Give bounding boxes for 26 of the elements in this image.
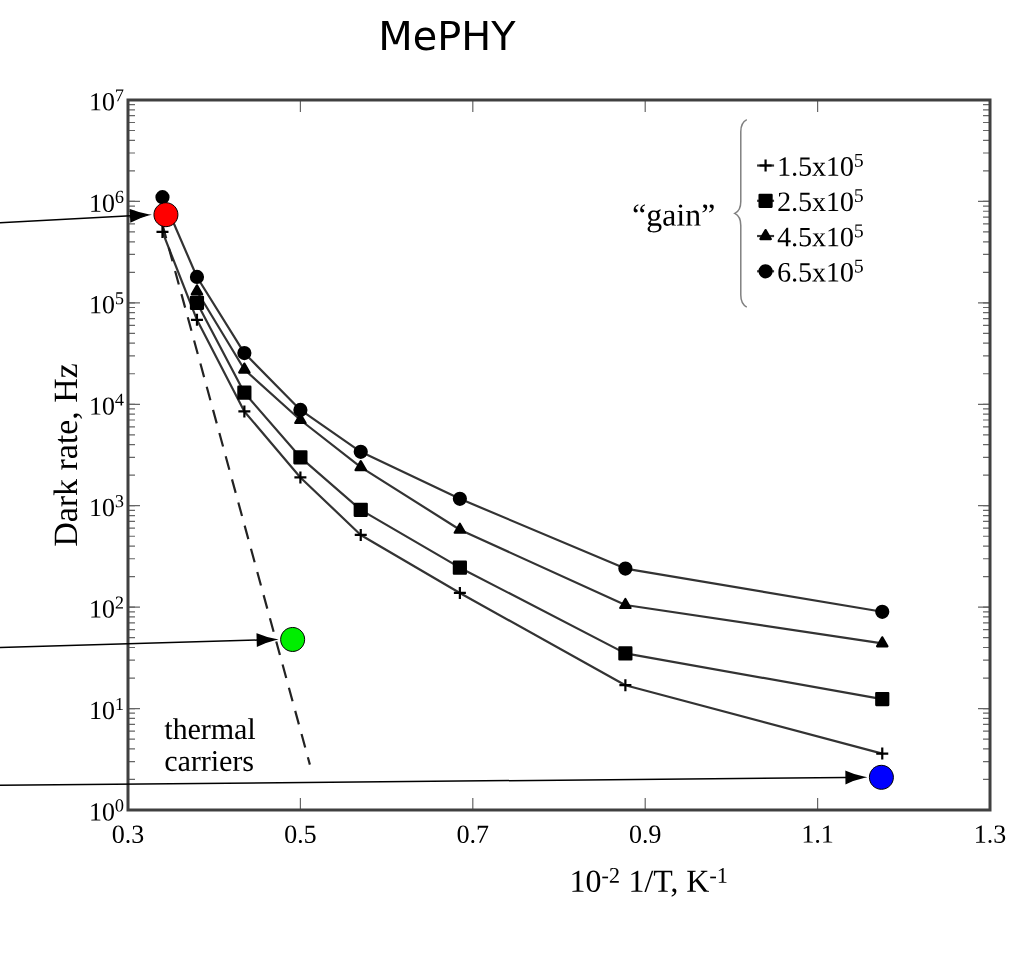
x-tick-label: 0.5	[285, 825, 316, 844]
x-tick-label: 1.3	[976, 825, 1006, 844]
y-tick-label: 10$^{6}$	[91, 190, 124, 213]
y-tick-label: 10$^{1}$	[91, 697, 123, 720]
legend-label: 6.5x10$^{5}$	[778, 259, 863, 282]
x-tick-label: 0.7	[457, 825, 489, 844]
legend-label: 4.5x10$^{5}$	[777, 224, 863, 247]
y-tick-label: 10$^{7}$	[91, 89, 124, 111]
point	[280, 626, 306, 652]
point	[868, 764, 894, 790]
series-label: thermal carriers	[164, 718, 256, 772]
y-axis-title: Dark rate, Hz	[53, 364, 83, 546]
x-tick-label: 1.1	[803, 825, 833, 843]
y-tick-label: 10$^{2}$	[91, 596, 123, 618]
x-axis-title: 10$^{-2}$ 1/T, K$^{-1}$	[572, 867, 727, 897]
chart-title: MePHY	[382, 20, 516, 51]
point	[153, 202, 179, 228]
y-tick-label: 10$^{0}$	[91, 799, 124, 821]
x-tick-label: 0.9	[630, 825, 661, 844]
legend-label: 2.5x10$^{5}$	[778, 189, 863, 212]
y-tick-label: 10$^{4}$	[91, 393, 124, 415]
x-tick-label: 0.3	[112, 825, 144, 844]
y-tick-label: 10$^{5}$	[91, 292, 124, 314]
y-tick-label: 10$^{3}$	[91, 495, 124, 517]
legend-title: “gain”	[633, 204, 714, 233]
legend-label: 1.5x10$^{5}$	[779, 153, 863, 177]
